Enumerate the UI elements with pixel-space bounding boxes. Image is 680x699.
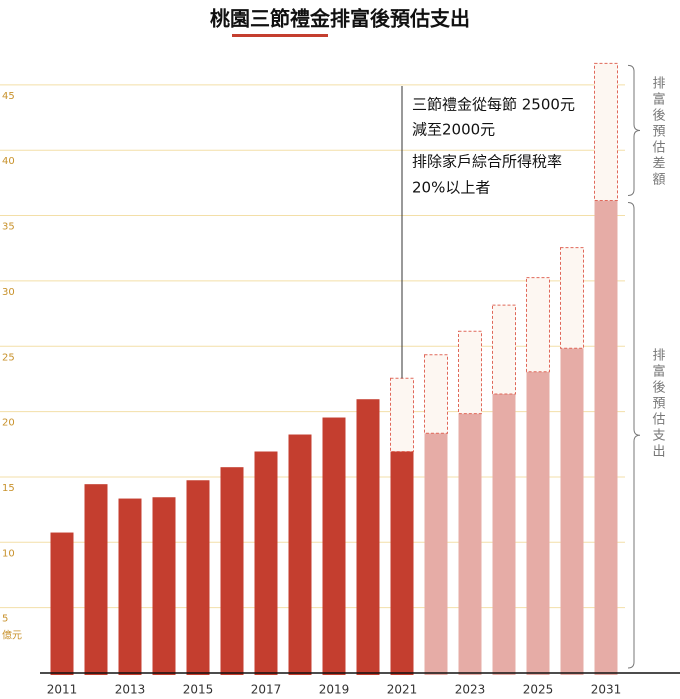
difference-bar bbox=[594, 62, 618, 202]
x-tick-label: 2017 bbox=[251, 683, 282, 697]
bar bbox=[152, 497, 176, 675]
x-tick-label: 2031 bbox=[591, 683, 622, 697]
bar bbox=[594, 200, 618, 675]
legend-label: 排富後預估支出 bbox=[650, 348, 666, 460]
bracket bbox=[627, 202, 641, 669]
difference-bar bbox=[492, 304, 516, 395]
difference-bar bbox=[560, 247, 584, 349]
x-tick-label: 2021 bbox=[387, 683, 418, 697]
bar bbox=[390, 451, 414, 675]
difference-bar bbox=[458, 330, 482, 415]
legend-label: 排富後預估差額 bbox=[650, 76, 666, 188]
annotation: 排除家戶綜合所得稅率 bbox=[412, 153, 562, 171]
y-tick-label: 45 bbox=[2, 91, 15, 102]
x-tick-label: 2023 bbox=[455, 683, 486, 697]
y-tick-label: 15 bbox=[2, 483, 15, 494]
bar bbox=[458, 413, 482, 675]
bar bbox=[254, 451, 278, 675]
bar bbox=[526, 371, 550, 675]
y-unit: 億元 bbox=[2, 629, 22, 642]
difference-bar bbox=[526, 277, 550, 373]
y-tick-label: 10 bbox=[2, 548, 15, 559]
bar bbox=[356, 399, 380, 675]
annotation: 20%以上者 bbox=[412, 179, 490, 197]
title-underline bbox=[232, 34, 328, 37]
bar bbox=[118, 498, 142, 675]
annotation: 三節禮金從每節 2500元 bbox=[412, 96, 575, 114]
chart-title: 桃園三節禮金排富後預估支出 bbox=[210, 7, 470, 31]
bar bbox=[220, 467, 244, 675]
y-tick-label: 40 bbox=[2, 156, 15, 167]
y-tick-label: 35 bbox=[2, 222, 15, 233]
bar bbox=[424, 433, 448, 675]
x-tick-label: 2019 bbox=[319, 683, 350, 697]
bar bbox=[322, 417, 346, 675]
y-tick-label: 30 bbox=[2, 287, 15, 298]
x-tick-label: 2015 bbox=[183, 683, 214, 697]
difference-bar bbox=[390, 377, 414, 453]
bar bbox=[84, 484, 108, 675]
y-tick-label: 25 bbox=[2, 352, 15, 363]
x-tick-label: 2011 bbox=[47, 683, 78, 697]
x-tick-label: 2025 bbox=[523, 683, 554, 697]
x-tick-label: 2013 bbox=[115, 683, 146, 697]
bar bbox=[186, 480, 210, 675]
bar bbox=[50, 532, 74, 675]
bar bbox=[492, 393, 516, 675]
bracket bbox=[627, 64, 641, 197]
annotation: 減至2000元 bbox=[412, 121, 495, 139]
bar bbox=[560, 348, 584, 675]
y-tick-label: 5 bbox=[2, 614, 8, 625]
difference-bar bbox=[424, 354, 448, 434]
y-tick-label: 20 bbox=[2, 418, 15, 429]
bar bbox=[288, 434, 312, 675]
